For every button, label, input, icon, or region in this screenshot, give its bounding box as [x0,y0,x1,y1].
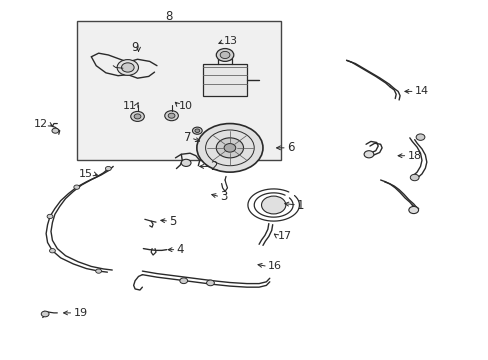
Text: 9: 9 [131,41,138,54]
Circle shape [197,123,263,172]
Circle shape [409,174,418,181]
Circle shape [216,138,243,158]
Text: 13: 13 [223,36,237,46]
Text: 1: 1 [296,198,304,212]
Bar [77,21,281,160]
Text: 6: 6 [286,141,294,154]
Text: 7: 7 [183,131,191,144]
Text: 10: 10 [179,101,192,111]
Circle shape [130,111,144,121]
Circle shape [364,151,373,158]
Circle shape [408,206,418,213]
Circle shape [134,114,141,119]
Text: 2: 2 [210,160,218,173]
Circle shape [121,63,134,72]
Bar [203,64,246,96]
Circle shape [206,280,214,286]
Text: 15: 15 [79,168,93,179]
Text: 19: 19 [73,308,87,318]
Circle shape [415,134,424,140]
Circle shape [220,51,229,59]
Text: 3: 3 [220,190,227,203]
Circle shape [192,127,202,134]
Circle shape [117,60,138,75]
Text: 11: 11 [122,101,136,111]
Text: 12: 12 [34,118,48,129]
Circle shape [47,214,53,219]
Circle shape [49,249,55,253]
Circle shape [168,113,175,118]
Circle shape [74,185,80,189]
Circle shape [195,129,200,132]
Circle shape [224,144,235,152]
Text: 5: 5 [169,215,176,228]
Circle shape [261,196,285,214]
Text: 16: 16 [267,261,281,271]
Text: 18: 18 [407,151,421,161]
Circle shape [105,166,111,171]
Text: 14: 14 [414,86,428,96]
Circle shape [52,128,59,133]
Circle shape [180,278,187,284]
Text: 4: 4 [176,243,183,256]
Text: 17: 17 [277,231,291,242]
Circle shape [96,269,102,273]
Circle shape [41,311,49,317]
Circle shape [181,159,191,166]
Circle shape [216,49,233,62]
Text: 8: 8 [165,10,172,23]
Circle shape [164,111,178,121]
